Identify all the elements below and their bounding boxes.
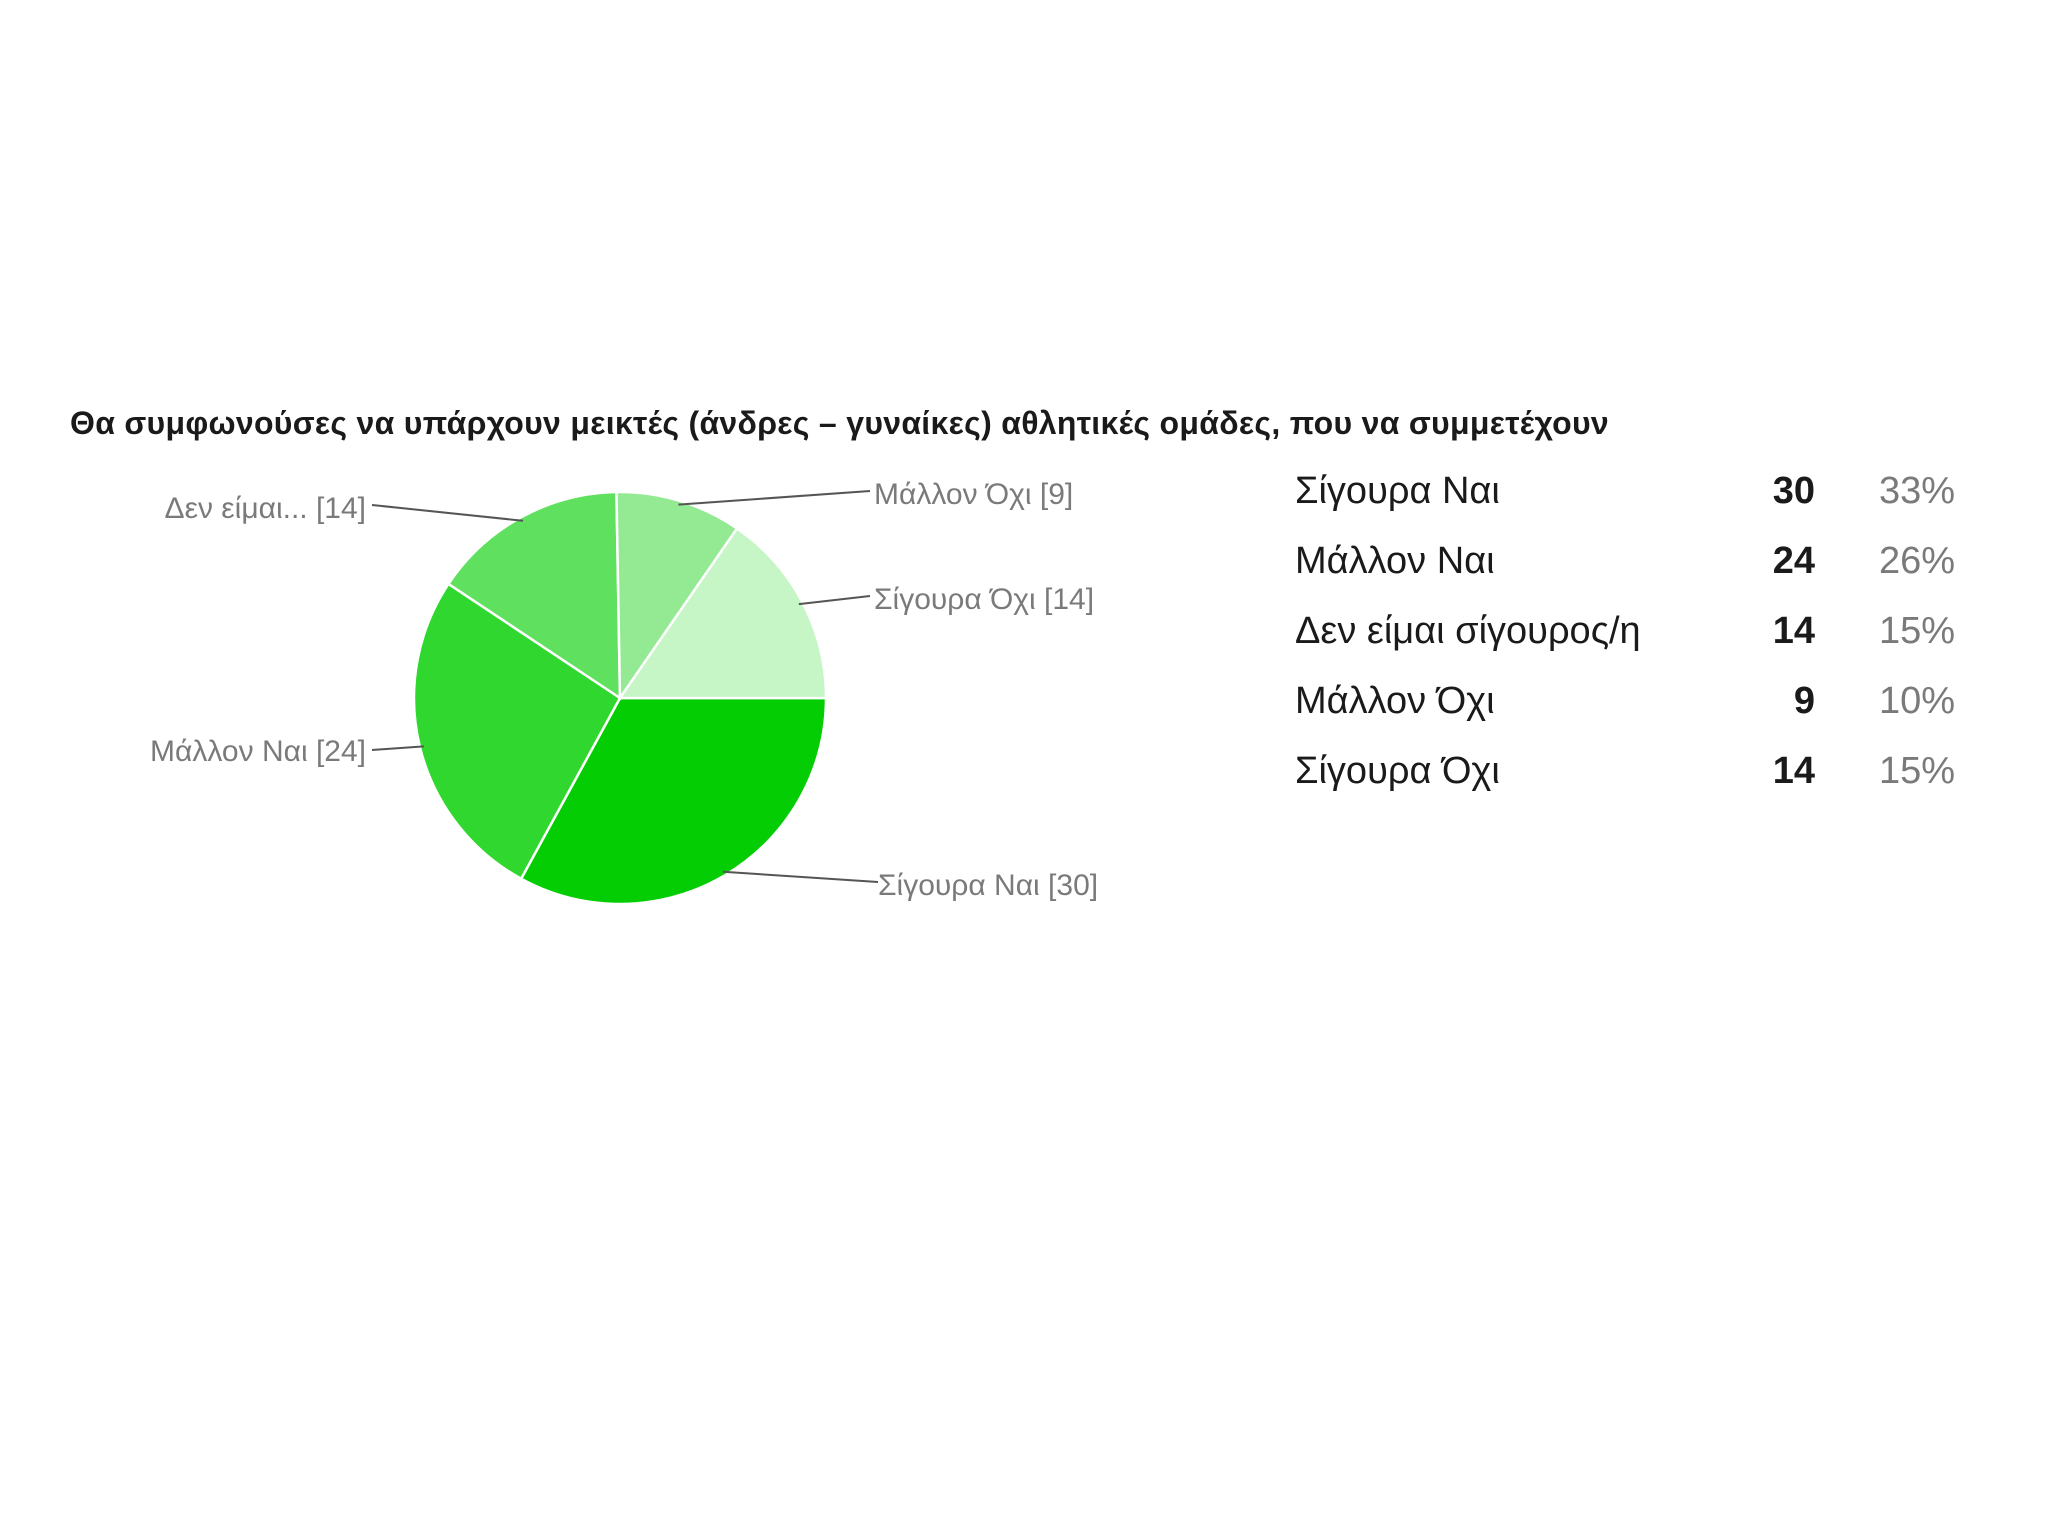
summary-row-percent: 33% <box>1878 469 1955 512</box>
summary-row-count: 30 <box>1772 469 1815 512</box>
pie-leader-line-3 <box>371 504 524 522</box>
summary-row-label: Σίγουρα Ναι <box>1295 469 1500 512</box>
pie-slice-5 <box>617 526 828 700</box>
pie-label-5: Σίγουρα Όχι [14] <box>874 583 1094 616</box>
summary-row: Σίγουρα Ναι 30 33% <box>1295 456 1955 526</box>
summary-row: Δεν είμαι σίγουρος/η 14 15% <box>1295 596 1955 666</box>
summary-row: Μάλλον Ναι 24 26% <box>1295 526 1955 596</box>
pie-label-1: Σίγουρα Ναι [30] <box>878 869 1098 902</box>
pie-slice-3 <box>446 490 622 701</box>
summary-row-count: 24 <box>1772 539 1815 582</box>
summary-row-count: 9 <box>1793 679 1815 722</box>
summary-row: Σίγουρα Όχι 14 15% <box>1295 736 1955 806</box>
summary-row-label: Μάλλον Όχι <box>1295 679 1495 722</box>
summary-row-count: 14 <box>1772 609 1815 652</box>
summary-row-label: Δεν είμαι σίγουρος/η <box>1295 609 1641 652</box>
summary-row-percent: 15% <box>1878 749 1955 792</box>
pie-label-2: Μάλλον Ναι [24] <box>150 735 366 768</box>
summary-row-count: 14 <box>1772 749 1815 792</box>
summary-row-label: Μάλλον Ναι <box>1295 539 1495 582</box>
pie-leader-line-4 <box>678 490 871 506</box>
summary-table: Σίγουρα Ναι 30 33% Μάλλον Ναι 24 26% Δεν είμαι… <box>1295 456 1955 806</box>
pie-leader-line-1 <box>722 870 879 883</box>
pie-leader-line-5 <box>798 595 871 606</box>
pie-slice-4 <box>615 490 739 702</box>
summary-row-percent: 10% <box>1878 679 1955 722</box>
chart-title: Θα συμφωνούσες να υπάρχουν μεικτές (άνδρ… <box>70 405 1609 441</box>
pie-label-4: Μάλλον Όχι [9] <box>874 478 1073 511</box>
pie-leader-line-2 <box>371 745 424 751</box>
pie-slice-1 <box>519 696 828 906</box>
summary-row-label: Σίγουρα Όχι <box>1295 749 1500 792</box>
summary-row-percent: 26% <box>1878 539 1955 582</box>
pie-label-3: Δεν είμαι... [14] <box>165 492 366 525</box>
summary-row-percent: 15% <box>1878 609 1955 652</box>
summary-row: Μάλλον Όχι 9 10% <box>1295 666 1955 736</box>
